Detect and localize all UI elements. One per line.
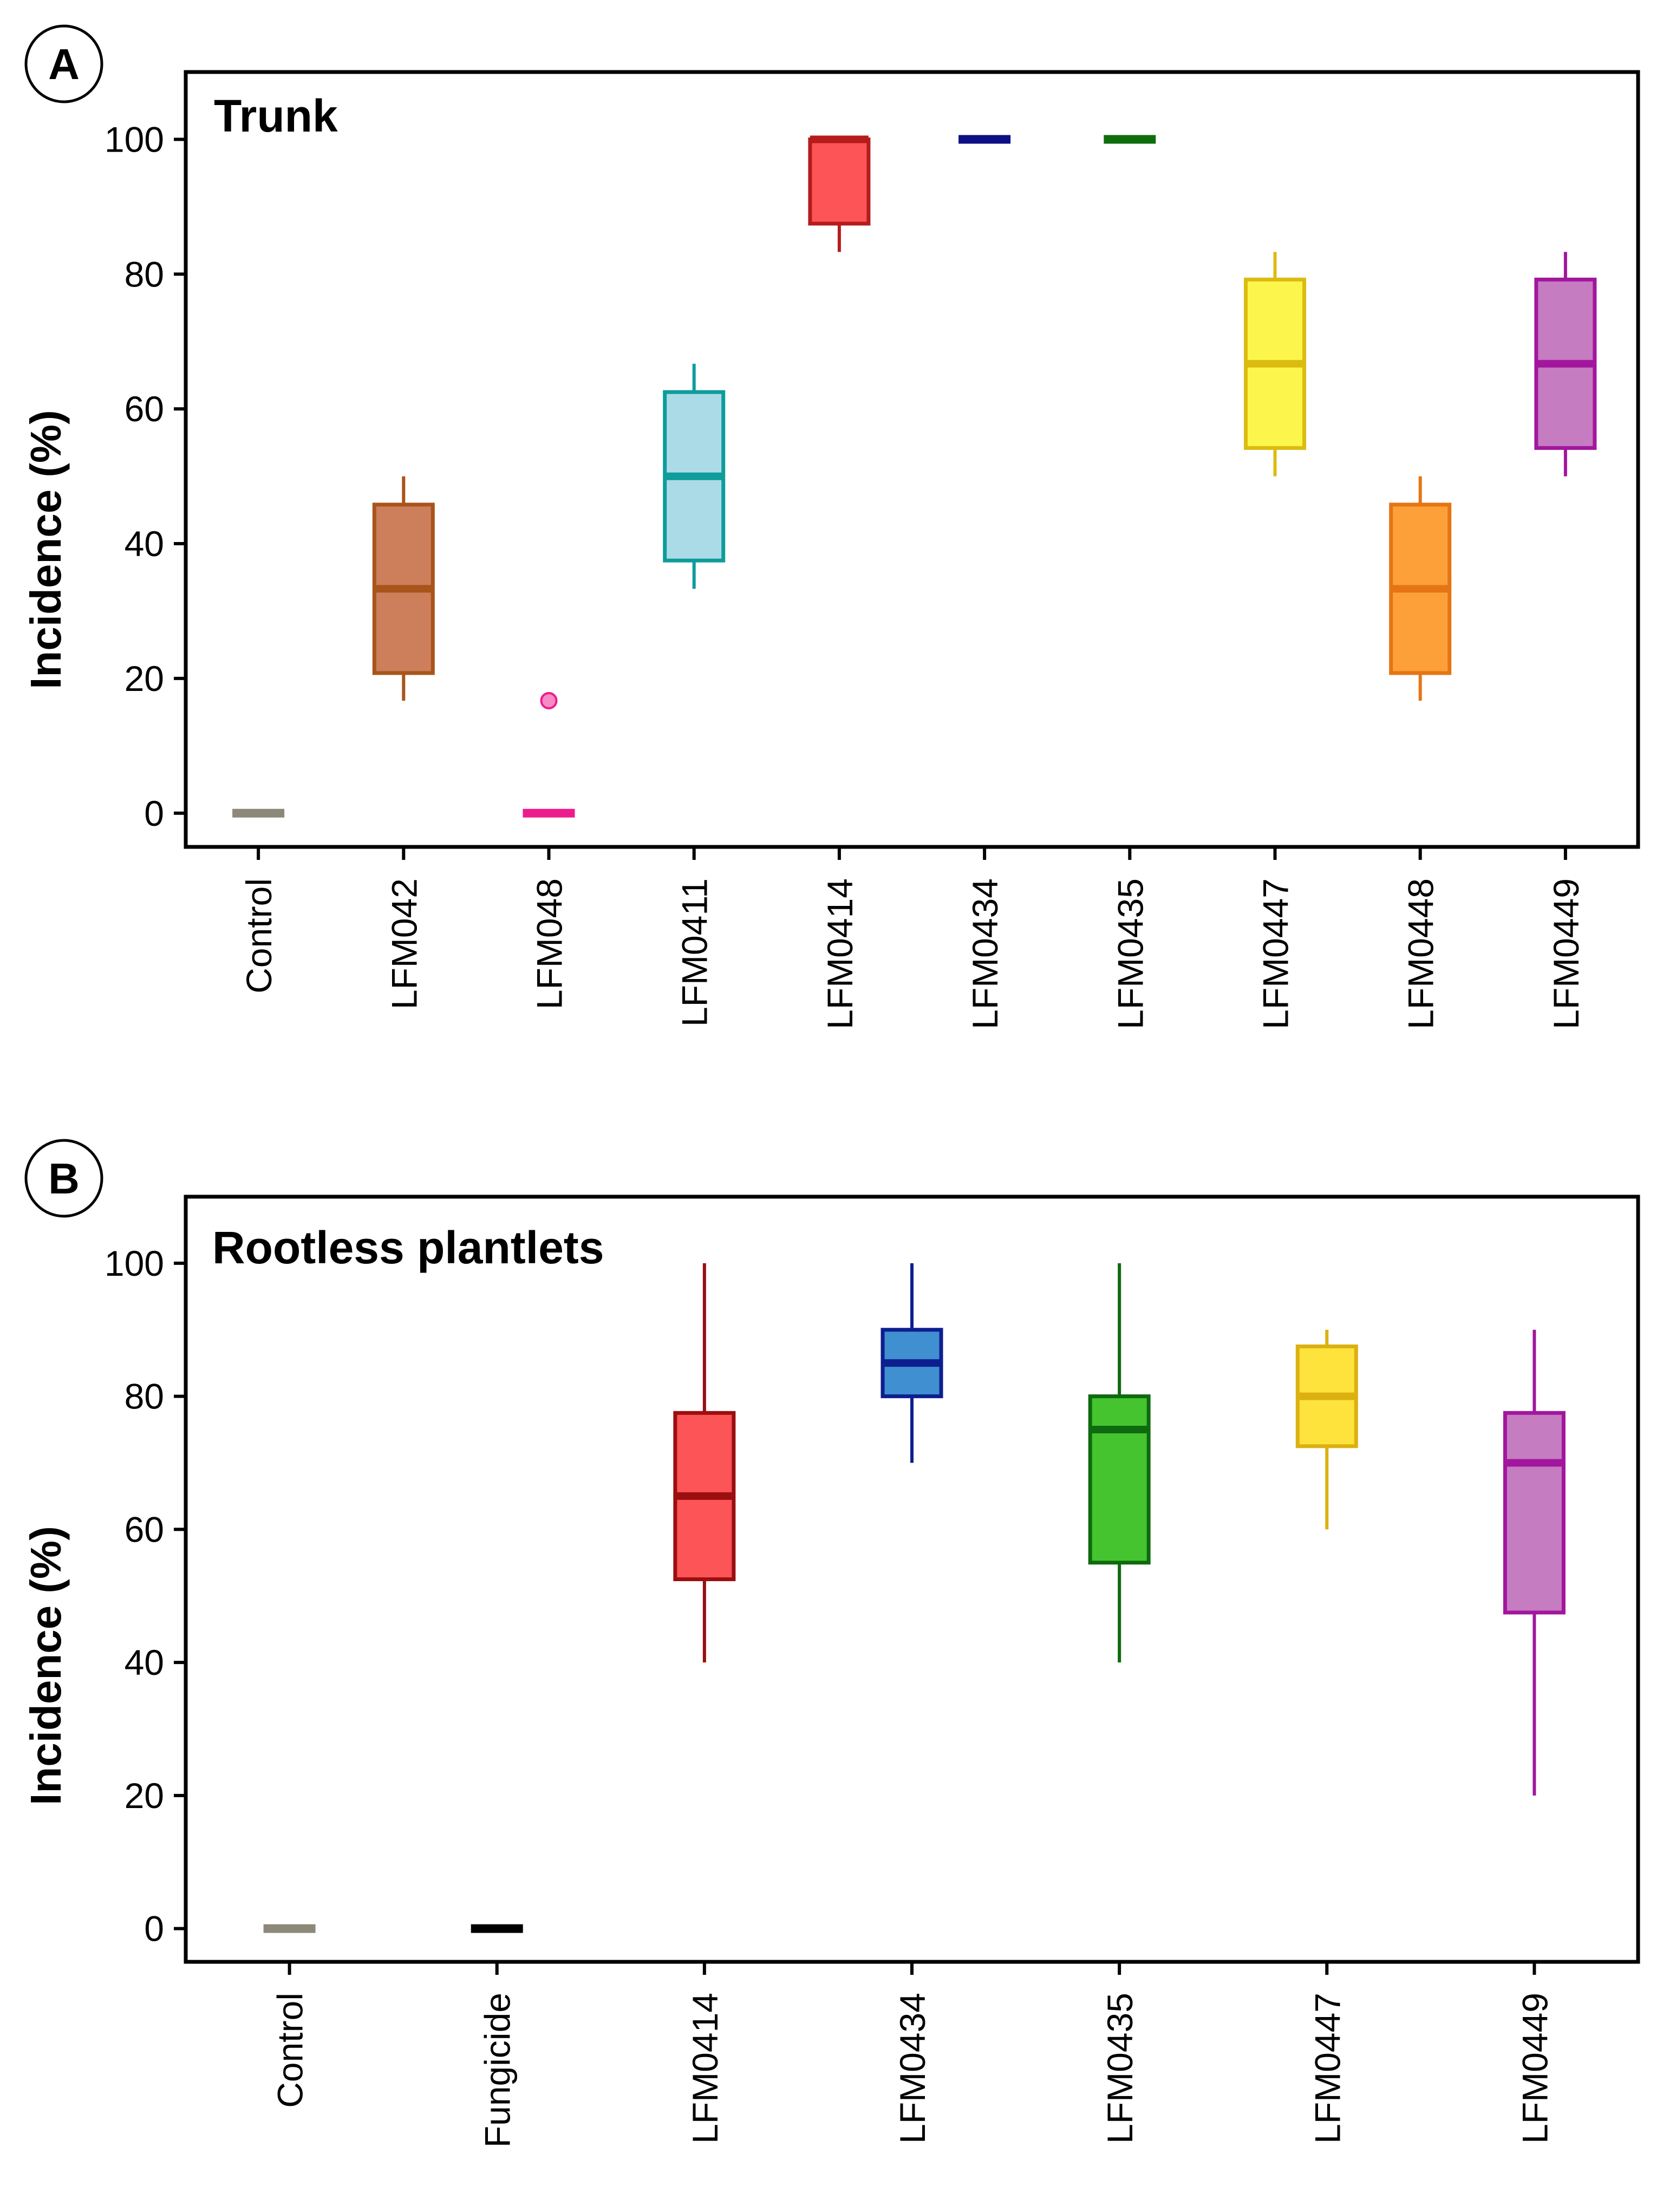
panel-a-x-tick-label-lfm042: LFM042	[384, 878, 424, 1009]
panel-b-box-lfm0449	[1503, 1329, 1566, 1796]
panel-a-box-lfm048	[523, 691, 575, 818]
panel-a-box-lfm0414	[808, 135, 871, 252]
panel-b-y-tick-label: 100	[105, 1243, 164, 1283]
panel-a-plot-area: 0 20 40 60 80 100 Control LFM042 LFM048 LFM0411 LF…	[105, 70, 1640, 1029]
panel-b-box-lfm0434	[881, 1263, 943, 1463]
panel-a-y-axis-label: Incidence (%)	[22, 410, 70, 689]
panel-b-x-tick-label-control: Control	[270, 1993, 310, 2108]
panel-a-x-tick-label-lfm0449: LFM0449	[1546, 878, 1586, 1029]
panel-a-y-tick-label: 0	[144, 793, 164, 833]
panel-b-letter-circle	[24, 1139, 103, 1218]
panel-b-x-tick-label-lfm0435: LFM0435	[1100, 1993, 1140, 2144]
panel-a-x-tick-label-control: Control	[239, 878, 279, 994]
panel-b-box-lfm0435	[1088, 1263, 1151, 1663]
panel-b-x-tick-label-fungicide: Fungicide	[478, 1993, 518, 2148]
panel-b: B Rootless plantlets Incidence (%) 0 20 40…	[22, 1139, 1640, 2148]
panel-b-x-tick-label-lfm0434: LFM0434	[892, 1993, 932, 2144]
panel-b-iqr-box	[1503, 1411, 1566, 1615]
panel-a-x-tick-label-lfm048: LFM048	[530, 878, 570, 1009]
panel-a-plot-frame	[184, 70, 1640, 849]
panel-a-y-tick-label: 60	[125, 389, 164, 429]
panel-b-y-tick-label: 80	[125, 1376, 164, 1417]
panel-a: A Trunk Incidence (%) 0 20 40 60 80 100 Contro…	[22, 24, 1640, 1029]
panel-a-outlier-point	[540, 691, 558, 709]
panel-a-box-lfm0448	[1389, 476, 1452, 701]
panel-a-letter: A	[48, 40, 80, 88]
panel-b-iqr-box	[1088, 1394, 1151, 1565]
panel-a-x-tick-label-lfm0411: LFM0411	[675, 878, 715, 1027]
panel-a-x-tick-label-lfm0447: LFM0447	[1256, 878, 1296, 1029]
panel-b-box-lfm0447	[1295, 1329, 1358, 1530]
panel-a-box-lfm0411	[663, 363, 726, 589]
panel-b-x-tick-label-lfm0447: LFM0447	[1307, 1993, 1347, 2144]
panel-b-x-tick-label-lfm0414: LFM0414	[685, 1993, 725, 2144]
panel-b-y-tick-label: 0	[144, 1909, 164, 1949]
panel-a-x-tick-label-lfm0414: LFM0414	[820, 878, 860, 1029]
panel-a-title: Trunk	[214, 90, 338, 141]
panel-a-y-tick-label: 80	[125, 254, 164, 294]
panel-b-y-tick-label: 40	[125, 1642, 164, 1682]
panel-a-iqr-box	[808, 137, 871, 226]
panel-a-y-tick-label: 20	[125, 658, 164, 699]
panel-b-title: Rootless plantlets	[212, 1222, 604, 1273]
panel-a-x-tick-label-lfm0435: LFM0435	[1110, 878, 1150, 1029]
panel-a-box-lfm0447	[1244, 252, 1306, 477]
panel-a-y-tick-label: 40	[125, 524, 164, 564]
panel-b-y-tick-label: 20	[125, 1776, 164, 1816]
panel-b-box-lfm0414	[673, 1263, 736, 1663]
panel-b-y-axis-label: Incidence (%)	[22, 1526, 70, 1805]
panel-b-y-tick-label: 60	[125, 1509, 164, 1549]
panel-b-letter: B	[48, 1154, 80, 1203]
panel-b-plot-area: 0 20 40 60 80 100 Control Fungicide LFM0414 LFM04…	[105, 1195, 1640, 2148]
panel-a-box-lfm042	[372, 476, 435, 701]
panel-a-y-tick-label: 100	[105, 119, 164, 159]
panel-b-x-tick-label-lfm0449: LFM0449	[1515, 1993, 1555, 2144]
panel-a-box-lfm0449	[1534, 252, 1597, 477]
panel-a-x-tick-label-lfm0448: LFM0448	[1401, 878, 1441, 1029]
panel-a-x-tick-label-lfm0434: LFM0434	[965, 878, 1005, 1029]
panel-a-letter-circle	[24, 24, 103, 103]
